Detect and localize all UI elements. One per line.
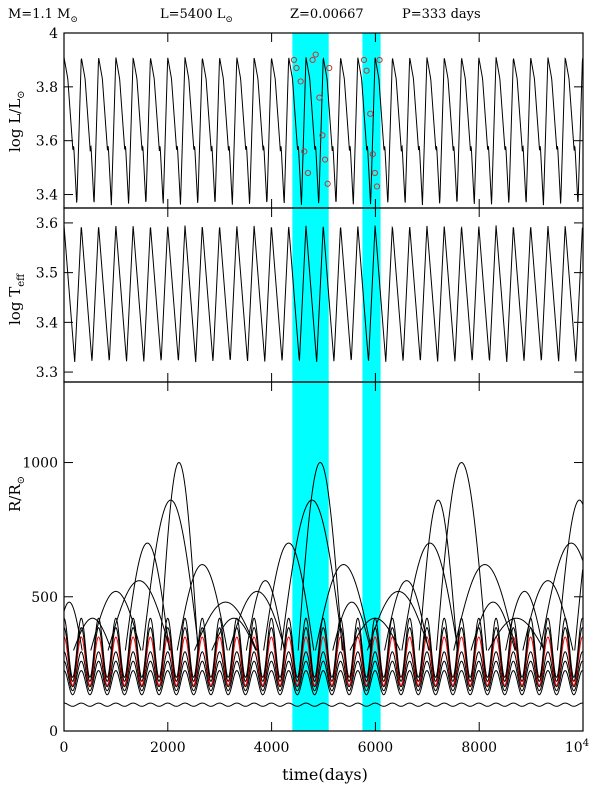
shock-arc-16 (280, 499, 344, 651)
teff-ytick-label: 3.4 (36, 315, 58, 331)
axis-ticks: 3.4 3.6 3.8 4 3.3 3.4 3.5 3.6 0 500 1000 0 2000 4000 6… (22, 26, 589, 756)
observation-point (293, 64, 300, 72)
shock-arc-11 (194, 601, 258, 651)
shock-arc-29 (505, 590, 545, 651)
teff-ytick-label: 3.6 (36, 216, 58, 232)
teff-curve (63, 225, 584, 363)
shock-arc-24 (418, 499, 458, 651)
axes-frames (63, 32, 584, 732)
shock-arc-14 (245, 580, 285, 651)
shock-arc-31 (539, 542, 584, 651)
header-mass: M=1.1 M (8, 7, 70, 22)
x-axis-label: time(days) (282, 765, 368, 784)
header-row: M=1.1 M⊙ L=5400 L⊙ Z=0.00667 P=333 days (8, 7, 481, 25)
header-luminosity: L=5400 L (160, 7, 226, 22)
svg-text:L=5400 L⊙: L=5400 L⊙ (160, 7, 233, 25)
observation-point (301, 148, 308, 155)
teff-ylabel: log Teff (6, 273, 27, 325)
radius-zone-7 (63, 617, 584, 678)
sun-symbol-icon: ⊙ (225, 15, 233, 25)
observation-point (312, 51, 319, 58)
shock-arc-32 (556, 499, 584, 651)
observation-point (367, 110, 374, 117)
radius-zone-6 (63, 627, 584, 682)
x-tick-label: 2000 (150, 740, 186, 756)
luminosity-ytick-label: 4 (49, 26, 58, 42)
shock-arc-12 (211, 617, 257, 651)
shock-arc-4 (73, 617, 112, 651)
shock-arc-25 (435, 462, 488, 651)
observation-point (290, 56, 298, 64)
observation-points (290, 51, 383, 190)
luminosity-ytick-label: 3.6 (36, 134, 58, 150)
radius-ylabel: R/R⊙ (6, 476, 27, 512)
radius-zone-1 (63, 702, 584, 707)
observation-point (371, 169, 378, 177)
sun-symbol-icon: ⊙ (70, 15, 78, 25)
observation-point (360, 56, 368, 64)
shock-arc-19 (332, 601, 372, 651)
observation-point (321, 156, 329, 163)
observation-point (319, 132, 326, 139)
x-tick-label: 8000 (461, 740, 497, 756)
shock-arc-30 (522, 580, 574, 651)
y-labels: log L/L⊙ log Teff R/R⊙ (6, 90, 27, 512)
shock-arc-18 (314, 564, 373, 651)
luminosity-curve (63, 57, 584, 206)
observation-point (324, 180, 331, 187)
observation-point (326, 64, 333, 72)
sun-symbol-icon: ⊙ (16, 476, 27, 484)
teff-ytick-label: 3.3 (36, 365, 58, 381)
shock-arc-9 (159, 462, 199, 651)
observation-point (316, 94, 323, 101)
luminosity-ytick-label: 3.4 (36, 188, 58, 204)
header-metallicity: Z=0.00667 (290, 7, 364, 22)
x-tick-label: 4000 (254, 740, 290, 756)
radius-panel-frame (63, 381, 584, 732)
teff-ytick-label: 3.5 (36, 266, 58, 282)
observation-point (369, 151, 376, 158)
shock-arc-15 (263, 542, 315, 651)
shock-arc-13 (228, 590, 286, 651)
shock-arc-26 (453, 564, 517, 651)
observation-point (304, 169, 312, 177)
x-tick-label: 6000 (358, 740, 394, 756)
shock-arc-17 (297, 462, 343, 651)
x-tick-label: 104 (565, 738, 589, 756)
shock-arc-7 (124, 542, 170, 651)
radius-zone-4 (63, 651, 584, 688)
observation-point (297, 78, 304, 85)
radius-zone-5 (63, 636, 584, 686)
x-tick-label: 0 (60, 740, 69, 756)
header-period: P=333 days (402, 7, 481, 22)
observation-point (376, 56, 383, 64)
luminosity-ytick-label: 3.8 (36, 80, 58, 96)
radius-zone-2 (63, 670, 584, 696)
shock-arc-3 (63, 601, 83, 651)
shock-arc-22 (384, 580, 430, 651)
radius-ytick-label: 1000 (22, 456, 58, 472)
observation-point (373, 183, 381, 190)
shock-arc-5 (90, 590, 142, 651)
svg-text:M=1.1 M⊙: M=1.1 M⊙ (8, 7, 78, 25)
sun-symbol-icon: ⊙ (16, 90, 27, 98)
shock-arc-28 (487, 617, 545, 651)
shock-arc-27 (470, 601, 516, 651)
shock-arc-6 (107, 580, 171, 651)
radius-ytick-label: 500 (31, 590, 58, 606)
shock-arc-23 (401, 542, 459, 651)
shock-arc-10 (176, 564, 228, 651)
shock-arc-20 (349, 617, 401, 651)
observation-point (309, 56, 316, 64)
luminosity-ylabel: log L/L⊙ (6, 90, 27, 152)
observation-point (363, 67, 370, 74)
radius-ytick-label: 0 (49, 724, 58, 740)
data-curves (63, 57, 584, 707)
radius-zone-3 (63, 660, 584, 692)
shock-arc-33 (574, 569, 584, 651)
